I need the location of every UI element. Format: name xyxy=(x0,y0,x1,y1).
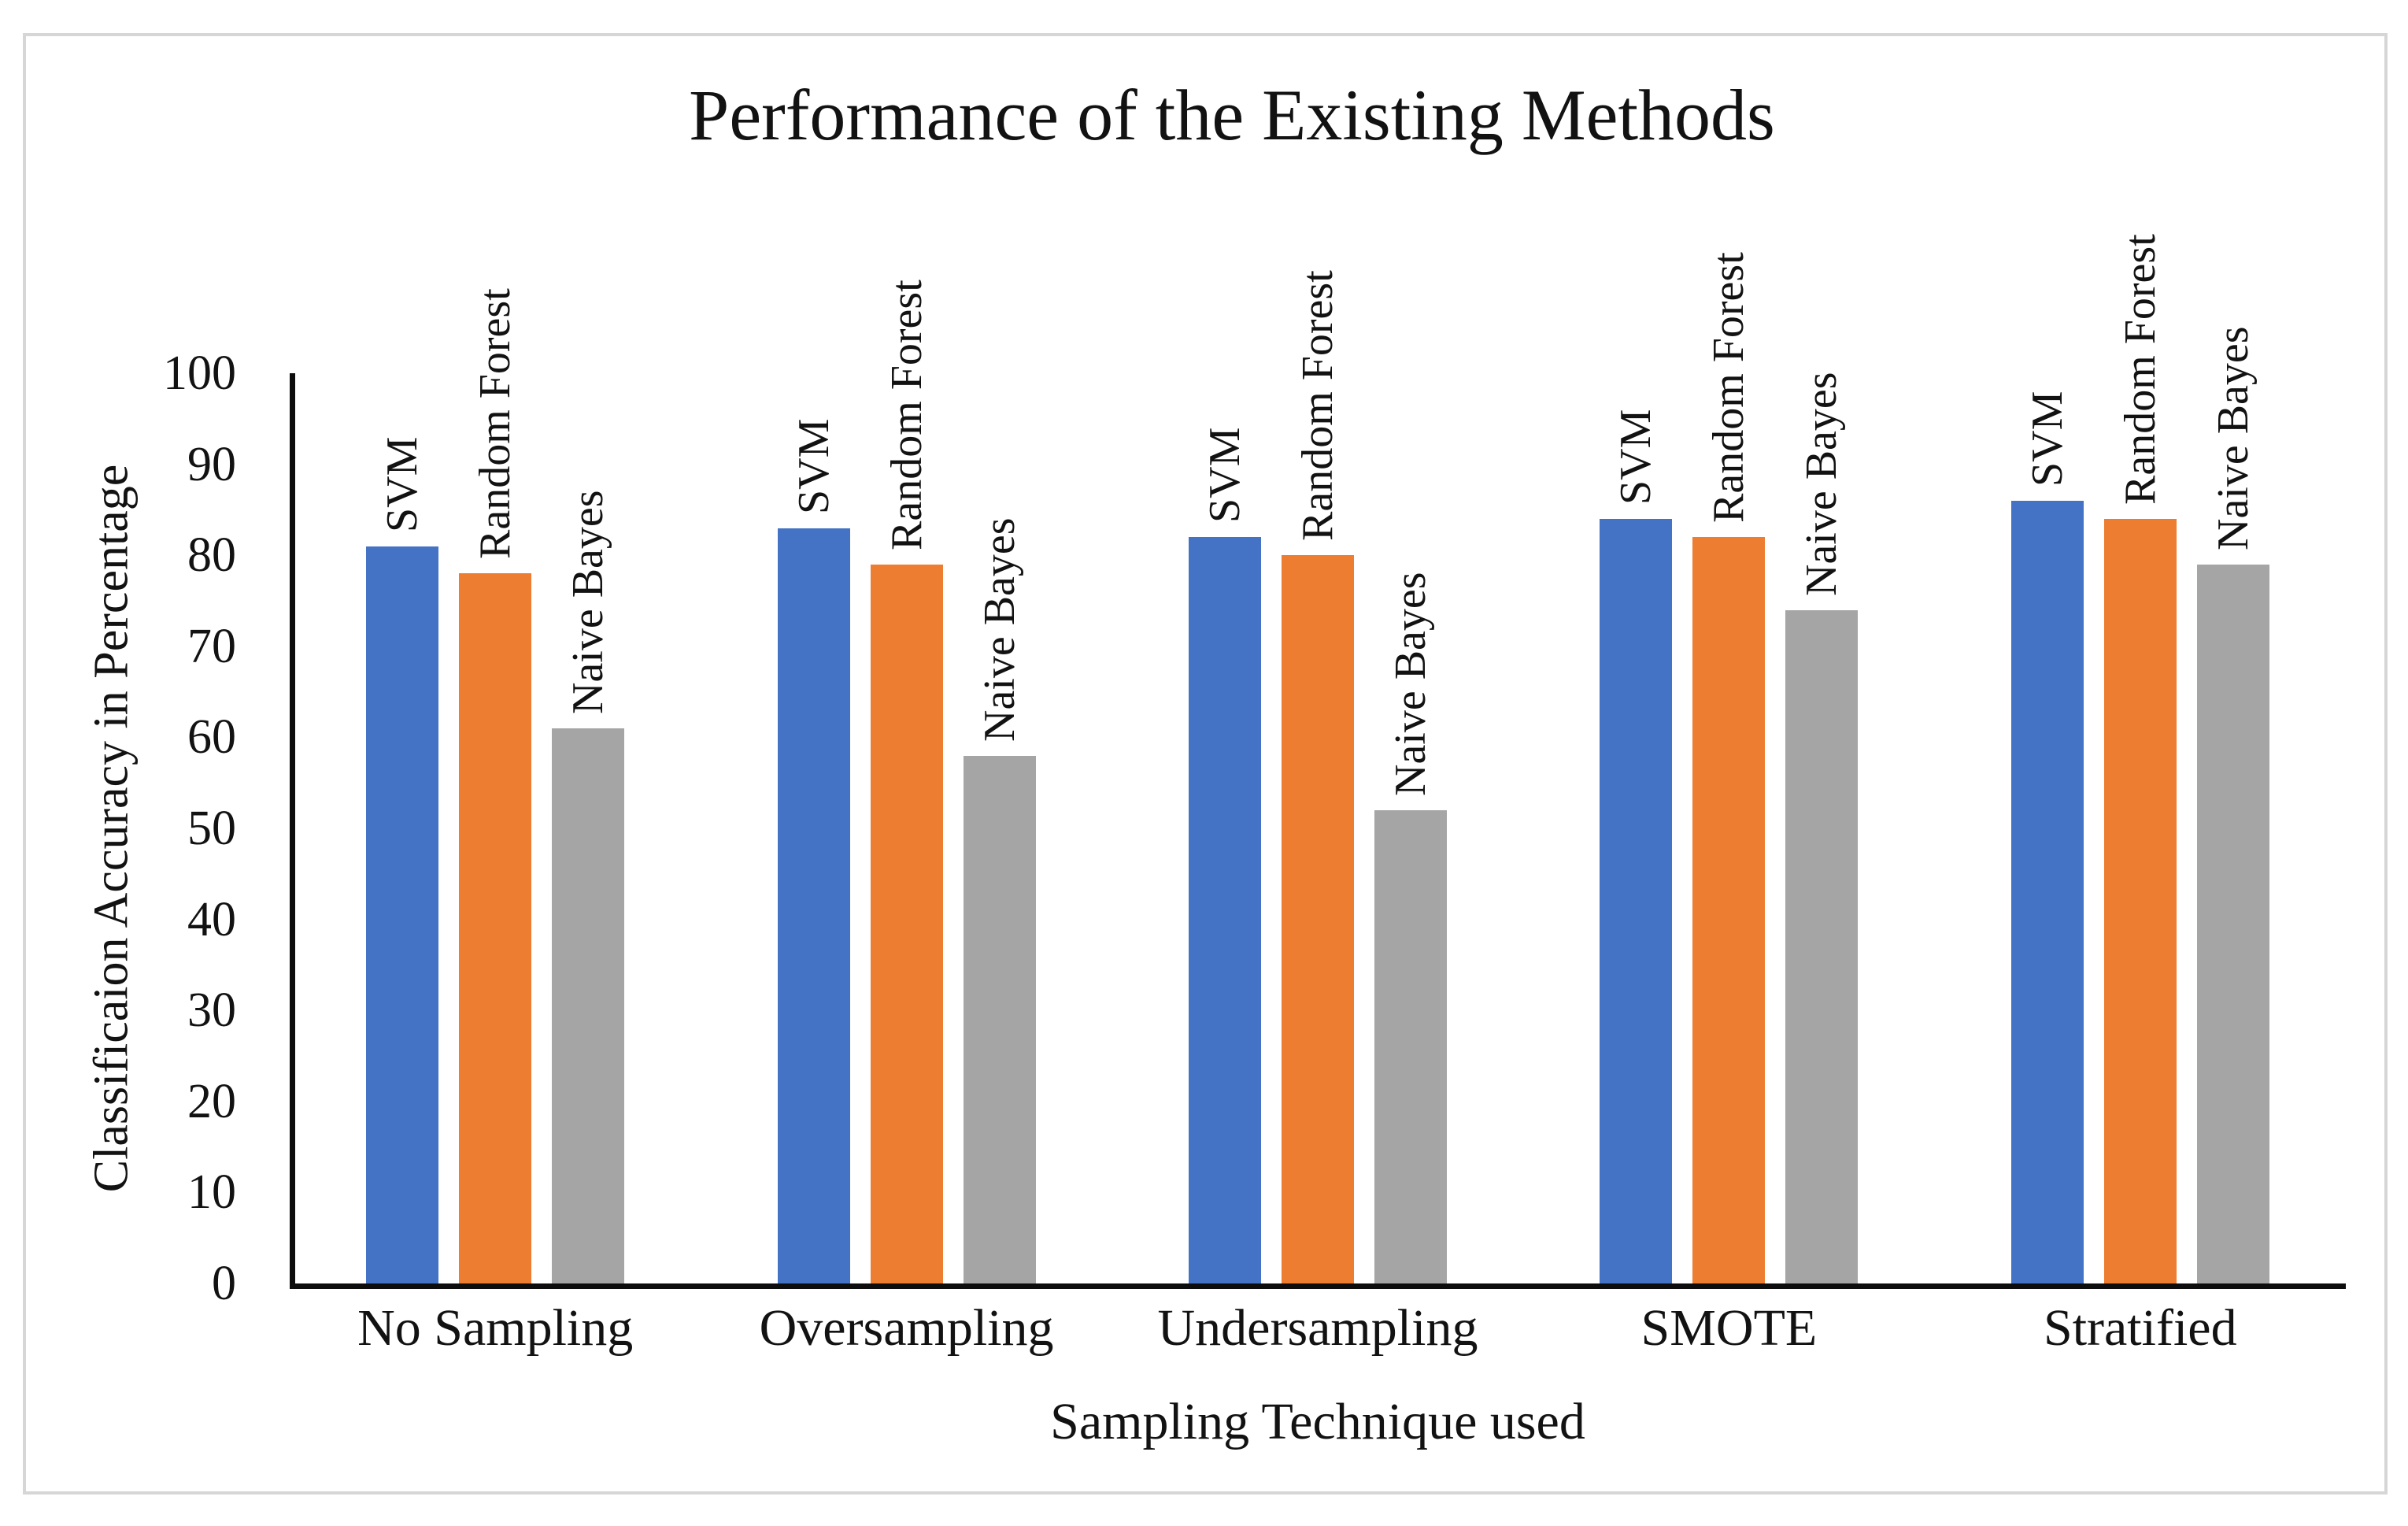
x-axis-title: Sampling Technique used xyxy=(1050,1393,1585,1450)
bar-svm xyxy=(1600,518,1673,1283)
bar-label-random-forest: Random Forest xyxy=(2115,234,2165,505)
bar-label-random-forest: Random Forest xyxy=(471,288,520,560)
bar-naive-bayes xyxy=(1785,609,1859,1283)
bar-label-naive-bayes: Naive Bayes xyxy=(1797,371,1847,596)
bar-svm xyxy=(1189,537,1261,1283)
bar-random-forest xyxy=(1692,537,1766,1283)
y-tick-label: 50 xyxy=(187,802,236,855)
bar-label-random-forest: Random Forest xyxy=(1704,252,1754,524)
x-category-label: SMOTE xyxy=(1640,1299,1818,1357)
y-tick-label: 80 xyxy=(187,528,236,583)
bar-random-forest xyxy=(1282,555,1354,1283)
bar-random-forest xyxy=(459,573,532,1283)
bar-random-forest xyxy=(2103,518,2177,1283)
bar-svm xyxy=(777,528,850,1283)
bar-label-naive-bayes: Naive Bayes xyxy=(1386,572,1435,796)
y-tick-label: 10 xyxy=(187,1165,236,1220)
y-tick-label: 0 xyxy=(212,1257,236,1310)
bar-label-svm: SVM xyxy=(789,418,838,514)
bar-label-svm: SVM xyxy=(378,436,427,532)
y-tick-label: 30 xyxy=(187,983,236,1038)
bar-label-naive-bayes: Naive Bayes xyxy=(564,490,613,714)
y-tick-label: 90 xyxy=(187,437,236,491)
y-tick-label: 20 xyxy=(187,1074,236,1128)
y-tick-label: 70 xyxy=(187,619,236,673)
bar-label-naive-bayes: Naive Bayes xyxy=(975,517,1024,742)
x-category-label: Stratified xyxy=(2043,1299,2237,1357)
bar-naive-bayes xyxy=(552,728,625,1283)
bar-random-forest xyxy=(870,564,943,1283)
x-category-label: Oversampling xyxy=(759,1299,1054,1357)
y-tick-label: 40 xyxy=(187,892,236,946)
plot-area xyxy=(290,373,2346,1289)
bar-label-random-forest: Random Forest xyxy=(882,279,931,550)
bar-naive-bayes xyxy=(2196,564,2269,1283)
bar-label-random-forest: Random Forest xyxy=(1293,270,1342,542)
figure-frame xyxy=(23,33,2388,1495)
x-category-label: Undersampling xyxy=(1157,1299,1478,1357)
y-tick-label: 100 xyxy=(163,346,236,400)
bar-svm xyxy=(2010,500,2084,1283)
bar-naive-bayes xyxy=(1374,809,1447,1283)
bar-label-svm: SVM xyxy=(2022,391,2072,487)
bar-naive-bayes xyxy=(963,755,1036,1283)
y-tick-label: 60 xyxy=(187,710,236,765)
bar-label-naive-bayes: Naive Bayes xyxy=(2208,326,2258,550)
x-category-label: No Sampling xyxy=(357,1299,634,1357)
bar-label-svm: SVM xyxy=(1611,409,1661,505)
chart-title: Performance of the Existing Methods xyxy=(689,75,1775,155)
bar-svm xyxy=(366,546,439,1283)
bar-label-svm: SVM xyxy=(1200,427,1249,524)
